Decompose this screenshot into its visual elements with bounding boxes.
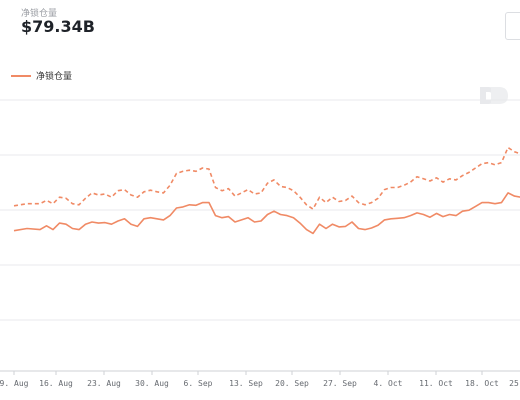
x-tick-label: 13. Sep [229,379,263,388]
x-tick-label: 16. Aug [39,379,73,388]
x-tick-label: 30. Aug [135,379,169,388]
x-tick-label: 23. Aug [87,379,121,388]
x-tick-label: 25. Oct [509,379,520,388]
corner-widget[interactable] [505,12,520,40]
x-tick-label: 6. Sep [184,379,213,388]
x-tick-label: 20. Sep [275,379,309,388]
legend[interactable]: 净锁仓量 [11,69,72,82]
series-line-solid[interactable] [13,192,520,235]
legend-label: 净锁仓量 [36,72,73,82]
x-tick-label: 27. Sep [323,379,357,388]
metric-label: 净锁仓量 [21,9,58,19]
x-tick-label: 4. Oct [374,379,403,388]
series-line-dashed[interactable] [13,146,520,210]
x-tick-label: 9. Aug [0,379,29,388]
metric-value: $79.34B [21,17,95,36]
legend-swatch [11,74,31,77]
x-tick-label: 18. Oct [465,379,499,388]
x-tick-label: 11. Oct [419,379,453,388]
